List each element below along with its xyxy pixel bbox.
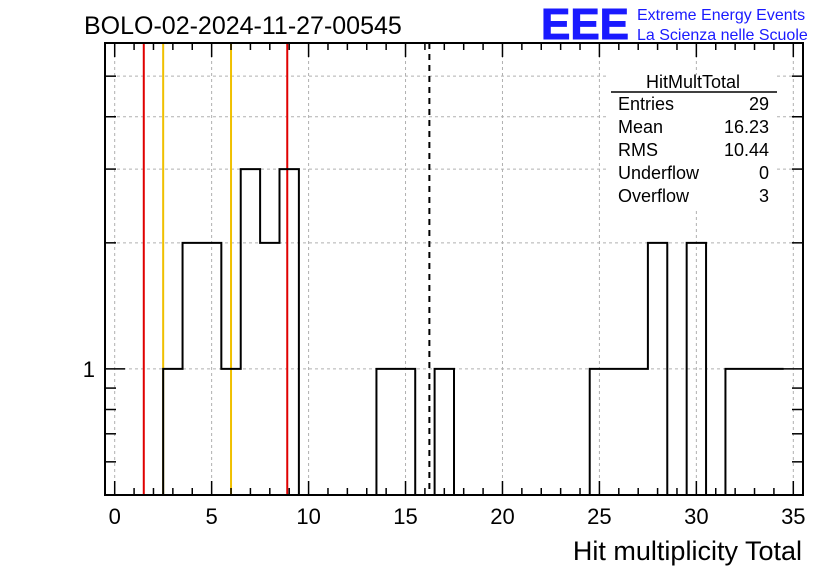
x-tick-label: 35 xyxy=(781,504,805,529)
stats-title: HitMultTotal xyxy=(646,72,740,92)
reference-lines xyxy=(142,43,431,495)
x-tick-label: 0 xyxy=(109,504,121,529)
x-tick-label: 20 xyxy=(490,504,514,529)
eee-logo: EEE Extreme Energy Events La Scienza nel… xyxy=(541,0,808,50)
stats-label-underflow: Underflow xyxy=(618,163,700,183)
stats-label-overflow: Overflow xyxy=(618,186,690,206)
eee-logo-line1: Extreme Energy Events xyxy=(637,7,805,24)
x-tick-labels: 0 5 10 15 20 25 30 35 xyxy=(109,504,806,529)
stats-value-mean: 16.23 xyxy=(724,117,769,137)
y-tick-label: 1 xyxy=(83,357,95,382)
x-axis-label: Hit multiplicity Total xyxy=(573,536,802,566)
x-tick-label: 10 xyxy=(296,504,320,529)
stats-value-rms: 10.44 xyxy=(724,140,769,160)
eee-logo-line2: La Scienza nelle Scuole xyxy=(637,27,808,44)
stats-value-overflow: 3 xyxy=(759,186,769,206)
stats-box: HitMultTotal Entries 29 Mean 16.23 RMS 1… xyxy=(609,72,777,210)
run-title: BOLO-02-2024-11-27-00545 xyxy=(84,12,402,40)
stats-label-mean: Mean xyxy=(618,117,663,137)
x-tick-label: 30 xyxy=(684,504,708,529)
stats-label-rms: RMS xyxy=(618,140,658,160)
stats-label-entries: Entries xyxy=(618,94,674,114)
eee-logo-mark: EEE xyxy=(541,0,629,49)
histogram-step-line xyxy=(105,168,784,496)
stats-value-entries: 29 xyxy=(749,94,769,114)
axis-ticks xyxy=(105,43,803,495)
x-tick-label: 5 xyxy=(206,504,218,529)
x-tick-label: 25 xyxy=(587,504,611,529)
x-tick-label: 15 xyxy=(393,504,417,529)
y-tick-labels: 1 xyxy=(83,357,95,382)
plot-frame xyxy=(104,42,804,496)
stats-value-underflow: 0 xyxy=(759,163,769,183)
